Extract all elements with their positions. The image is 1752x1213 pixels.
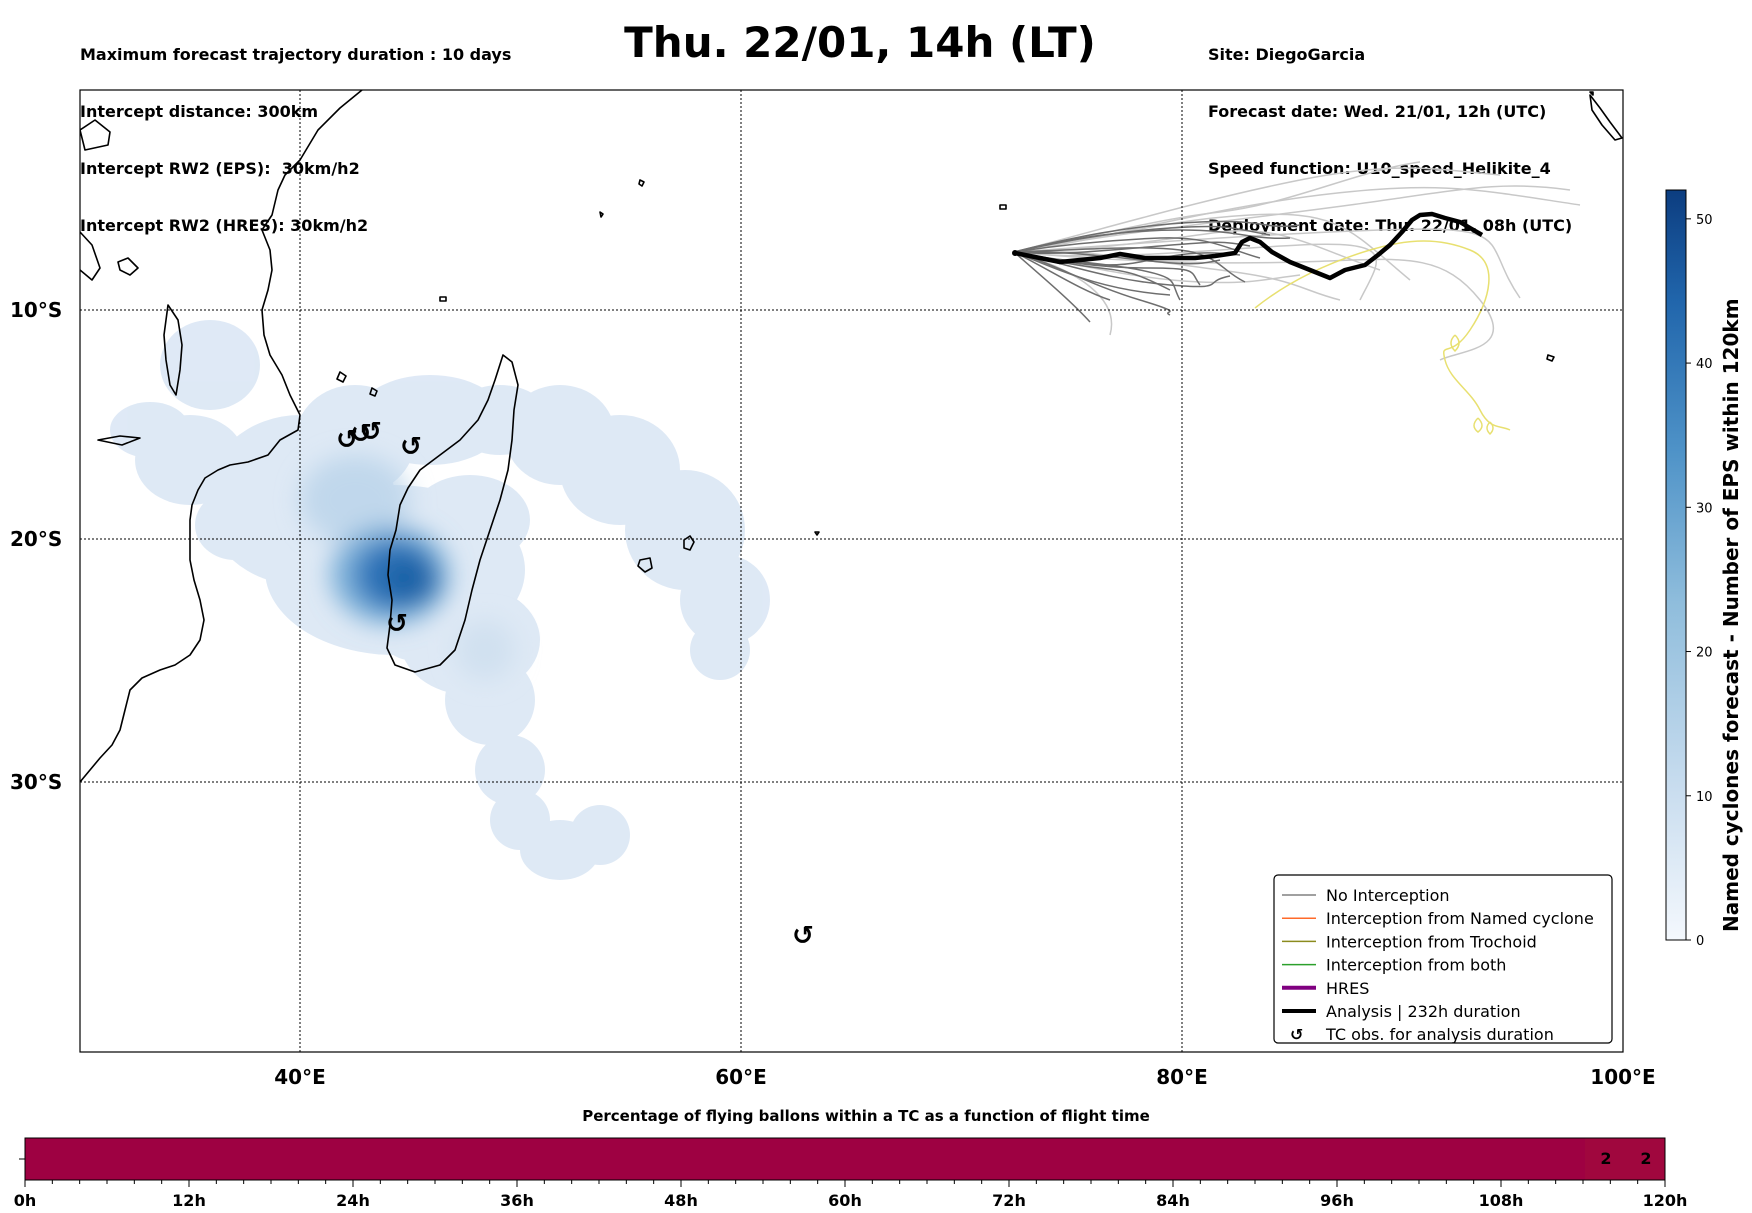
colorbar-gradient [1665,189,1687,941]
bar-tick-label: 12h [172,1191,206,1210]
tc-obs-icon: ↺ [336,425,358,455]
cyclone-density-field [110,320,770,880]
header-right-line: Deployment date: Thu. 22/01, 08h (UTC) [1208,216,1573,235]
eps-trajectories-light [1013,161,1581,361]
legend-label: TC obs. for analysis duration [1325,1025,1554,1044]
tc-obs-icon: ↺ [350,419,372,449]
tc-obs-icon: ↺ [386,609,408,639]
bar-tick-label: 48h [664,1191,698,1210]
colorbar-tick-label: 30 [1696,501,1713,516]
legend-item: HRES [1282,979,1369,998]
header-right-line: Speed function: U10_speed_Helikite_4 [1208,159,1551,178]
site-marker [1012,250,1018,256]
lon-labels: 40°E 60°E 80°E 100°E [274,1065,1655,1089]
colorbar-tick-label: 20 [1696,646,1713,661]
bar-tick-label: 108h [1479,1191,1524,1210]
legend-item: Interception from Named cyclone [1282,909,1594,928]
legend-label: Analysis | 232h duration [1326,1002,1521,1021]
legend-box [1273,874,1613,1044]
map-frame [79,89,1624,1053]
tc-observations: ↺ ↺ ↺ ↺ ↺ ↺ [336,417,814,951]
header-left-line: Intercept RW2 (EPS): 30km/h2 [80,159,360,178]
header-left-line: Intercept distance: 300km [80,102,319,121]
lon-label: 100°E [1590,1065,1655,1089]
legend-label: No Interception [1326,886,1450,905]
header-right: Site: DiegoGarcia Forecast date: Wed. 21… [1208,7,1572,254]
legend-label: Interception from Named cyclone [1326,909,1594,928]
map-area: ↺ ↺ ↺ ↺ ↺ ↺ [80,90,1623,951]
colorbar-label: Named cyclones forecast - Number of EPS … [1719,298,1743,932]
legend-label: HRES [1326,979,1369,998]
lon-label: 60°E [715,1065,767,1089]
colorbar-tick-label: 40 [1696,357,1713,372]
flight-time-bar: Percentage of flying ballons within a TC… [14,1107,1688,1210]
lat-labels: 10°S 20°S 30°S [10,298,62,794]
gridlines [80,90,1623,1052]
tc-obs-icon: ↺ [792,921,814,951]
lon-label: 80°E [1156,1065,1208,1089]
header-left: Maximum forecast trajectory duration : 1… [80,7,511,254]
page-title: Thu. 22/01, 14h (LT) [624,18,1096,67]
bar-tick-label: 60h [828,1191,862,1210]
coastlines [80,90,1623,783]
bar-tick-label: 96h [1320,1191,1354,1210]
colorbar-tick-label: 10 [1696,790,1713,805]
flight-time-bar-fill [25,1138,1665,1180]
lon-label: 40°E [274,1065,326,1089]
header-right-line: Site: DiegoGarcia [1208,45,1366,64]
analysis-track [1014,211,1484,281]
legend-label: Interception from both [1326,956,1506,975]
lat-label: 20°S [10,527,62,551]
bar-value: 2 [1600,1149,1611,1168]
lat-label: 30°S [10,770,62,794]
colorbar-tick-label: 50 [1696,213,1713,228]
legend-label: Interception from Trochoid [1326,932,1537,951]
header-left-line: Maximum forecast trajectory duration : 1… [80,45,512,64]
bar-value: 2 [1640,1149,1651,1168]
legend-item: Interception from both [1282,956,1506,975]
bar-tick-label: 0h [14,1191,37,1210]
legend: No Interception Interception from Named c… [1273,874,1613,1044]
tc-obs-icon: ↺ [1290,1025,1303,1044]
tc-obs-icon: ↺ [360,417,382,447]
colorbar-tick-label: 0 [1696,934,1704,949]
yellow-trajectory [1254,240,1511,436]
bar-tick-label: 72h [992,1191,1026,1210]
header-right-line: Forecast date: Wed. 21/01, 12h (UTC) [1208,102,1547,121]
flight-time-bar-end [1585,1138,1665,1180]
legend-item: Analysis | 232h duration [1282,1002,1521,1021]
bar-tick-label: 84h [1156,1191,1190,1210]
bar-tick-label: 24h [336,1191,370,1210]
flight-time-bar-title: Percentage of flying ballons within a TC… [582,1107,1150,1125]
legend-item: No Interception [1282,886,1450,905]
lat-label: 10°S [10,298,62,322]
legend-item: Interception from Trochoid [1282,932,1537,951]
colorbar: 0 10 20 30 40 50 Named cyclones forecast - Nu… [1665,189,1743,949]
bar-tick-label: 120h [1643,1191,1688,1210]
bar-tick-label: 36h [500,1191,534,1210]
tc-obs-icon: ↺ [400,432,422,462]
legend-item: ↺ TC obs. for analysis duration [1290,1025,1554,1044]
